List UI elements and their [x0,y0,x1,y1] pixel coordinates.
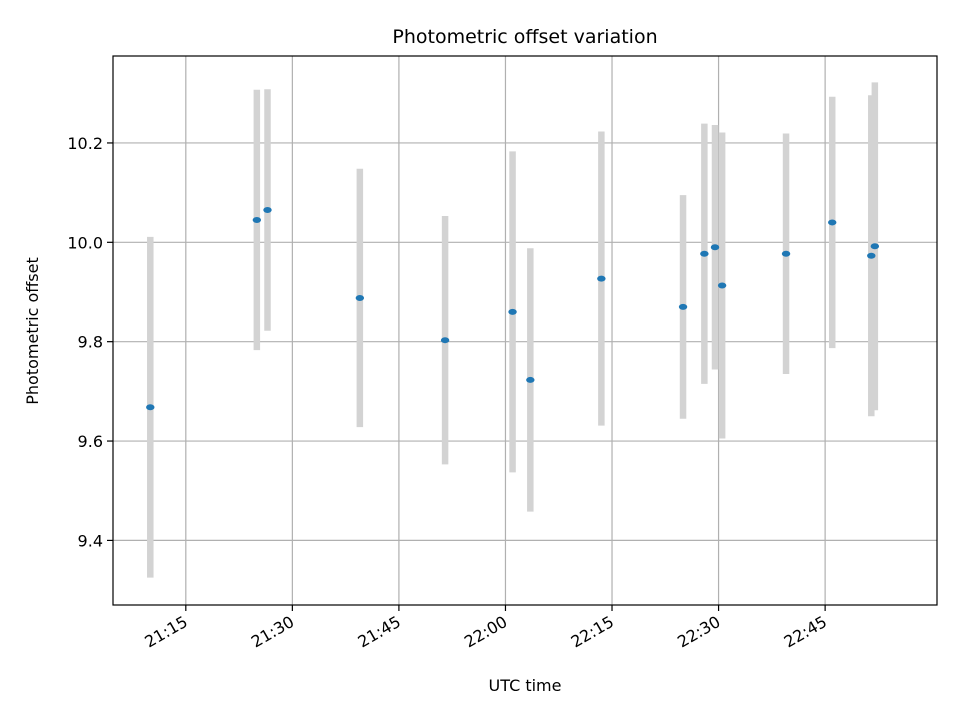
data-point [355,294,365,301]
data-point [717,282,727,289]
data-points [146,207,880,411]
data-point [828,219,837,226]
y-tick-label: 9.4 [78,531,103,550]
y-tick-label: 9.8 [78,333,103,352]
data-point [263,207,272,214]
y-axis-label: Photometric offset [23,257,42,405]
data-point [781,250,791,257]
data-point [678,303,688,310]
data-point [440,337,450,344]
grid [113,56,937,605]
y-tick-label: 10.0 [67,233,103,252]
y-tick-label: 10.2 [67,134,103,153]
data-point [870,243,880,250]
data-point [700,250,709,257]
data-point [508,308,517,315]
y-tick-label: 9.6 [78,432,103,451]
data-point [597,275,606,282]
data-point [710,244,720,251]
x-axis-label: UTC time [489,676,562,695]
data-point [526,376,535,383]
data-point [867,252,876,259]
data-point [252,216,262,223]
chart-title: Photometric offset variation [392,26,657,48]
data-point [146,404,155,411]
y-axis: 9.4 9.6 9.8 10.0 10.2 [67,134,113,550]
plot-frame [112,55,938,606]
